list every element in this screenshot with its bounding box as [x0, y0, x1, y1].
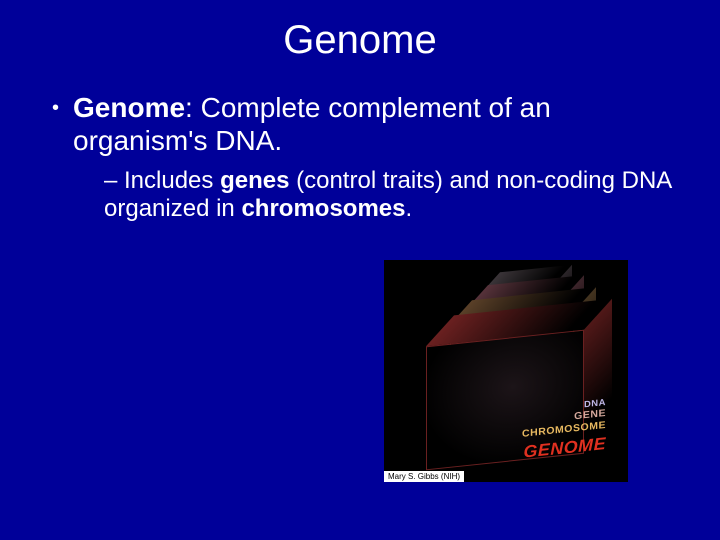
bullet-dot: • [52, 91, 73, 157]
bullet-level-2: – Includes genes (control traits) and no… [52, 167, 680, 224]
bullet-2-text: – Includes genes (control traits) and no… [104, 167, 680, 224]
term-chromosomes: chromosomes [241, 195, 405, 222]
term-genome: Genome [73, 92, 185, 123]
slide-content: • Genome: Complete complement of an orga… [0, 91, 720, 224]
slide-title: Genome [0, 0, 720, 91]
sub-suffix: . [406, 195, 413, 222]
bullet-level-1: • Genome: Complete complement of an orga… [52, 91, 680, 157]
figure-labels: DNA GENE CHROMOSOME GENOME [526, 397, 606, 455]
bullet-dash [94, 167, 104, 224]
bullet-1-text: Genome: Complete complement of an organi… [73, 91, 680, 157]
sub-prefix: – Includes [104, 167, 220, 194]
term-genes: genes [220, 167, 289, 194]
genome-figure: DNA GENE CHROMOSOME GENOME Mary S. Gibbs… [384, 260, 628, 482]
figure-credit: Mary S. Gibbs (NIH) [384, 471, 464, 482]
